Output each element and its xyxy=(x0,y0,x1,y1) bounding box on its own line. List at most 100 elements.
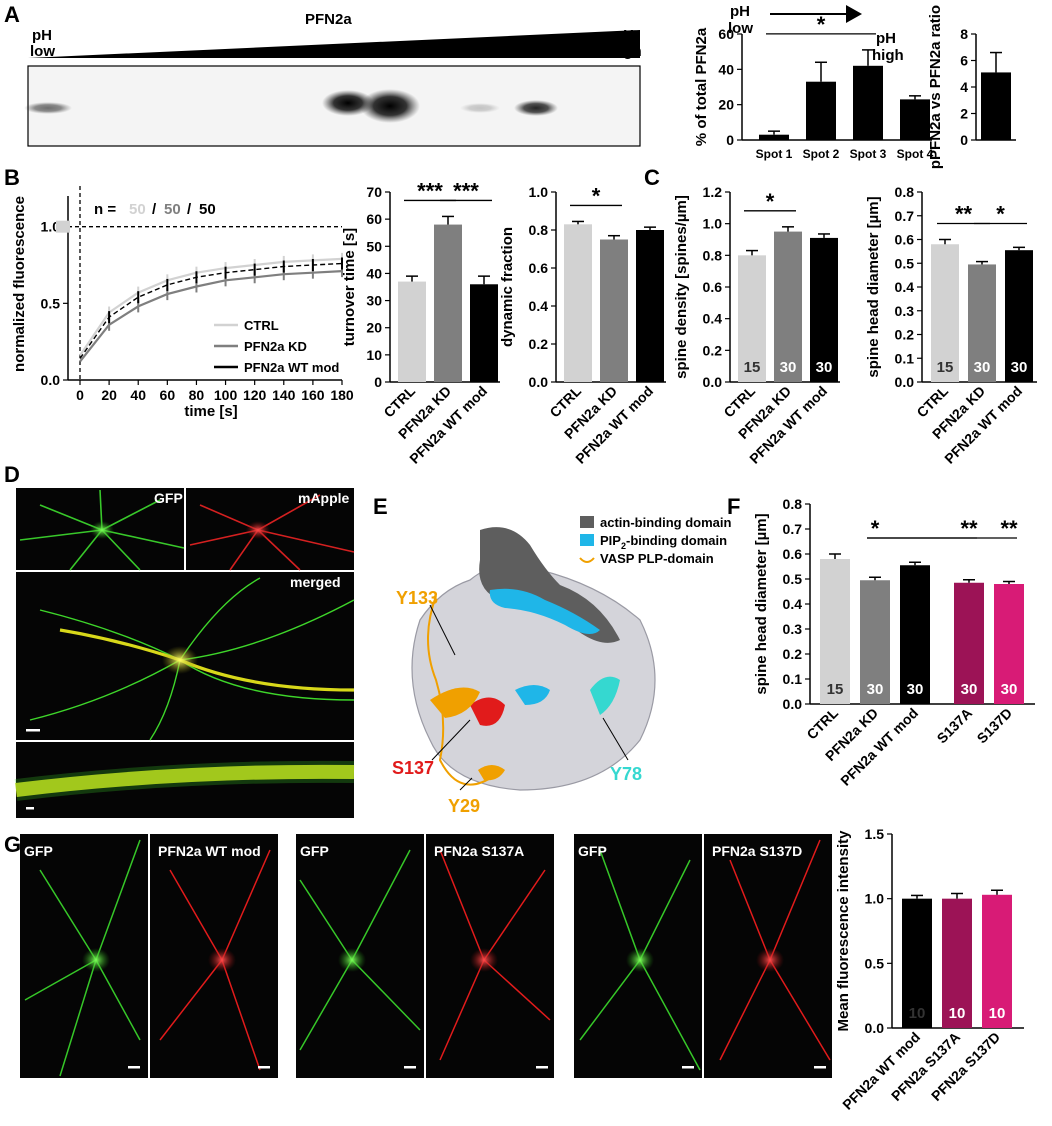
series-line xyxy=(79,262,343,359)
n-kd: 50 xyxy=(164,201,181,218)
ph-low-label-line2: low xyxy=(30,43,55,60)
e-label-s137: S137 xyxy=(392,758,434,778)
y-tick-label: 0.6 xyxy=(895,232,915,248)
y-tick-label: 60 xyxy=(718,26,734,42)
y-tick-label: 0.2 xyxy=(783,646,803,662)
y-tick-label: 0.6 xyxy=(783,546,803,562)
ph-arrow-head xyxy=(846,5,862,23)
e-y78-pointer xyxy=(602,717,629,761)
n-sep-1: / xyxy=(152,201,157,218)
d-scale-bar-small xyxy=(26,807,34,810)
bar xyxy=(994,584,1024,704)
y-tick-label: 0.2 xyxy=(703,342,723,358)
x-tick-label: 80 xyxy=(189,387,205,403)
arrow-ph-low-line1: pH xyxy=(730,3,750,20)
y-tick-label: 1.0 xyxy=(865,891,885,907)
bar xyxy=(860,580,890,704)
y-tick-label: 60 xyxy=(366,211,382,227)
bar-n-label: 30 xyxy=(780,359,797,376)
x-tick-label: 140 xyxy=(272,387,296,403)
bar xyxy=(806,81,836,140)
g-label-gfp-3: GFP xyxy=(578,843,607,859)
bar xyxy=(398,281,426,382)
y-axis-label: % of total PFN2a xyxy=(693,27,710,146)
e-s137-pointer xyxy=(431,719,471,761)
y-tick-label: 0.0 xyxy=(703,374,723,390)
x-category-label: Spot 2 xyxy=(803,147,840,161)
y-tick-label: 4 xyxy=(960,79,968,95)
x-tick-label: 40 xyxy=(130,387,146,403)
panel-letter-d: D xyxy=(4,462,20,487)
e-pip2-domain-1 xyxy=(489,588,600,634)
g-scale-bar-4 xyxy=(536,1066,548,1069)
chart-a-ratio: 0 2 4 6 8 pPFN2a vs PFN2a ratio xyxy=(927,5,1016,169)
y-tick-label: 0.0 xyxy=(865,1020,885,1036)
bar xyxy=(954,582,984,704)
bar xyxy=(564,224,592,382)
g-label-gfp-2: GFP xyxy=(300,843,329,859)
bar-n-label: 30 xyxy=(1001,681,1018,698)
y-tick-label: 50 xyxy=(366,238,382,254)
y-tick-label: 20 xyxy=(718,97,734,113)
blot-spot-4 xyxy=(514,100,558,116)
y-tick-label: 0.8 xyxy=(783,496,803,512)
y-tick-label: 0.2 xyxy=(895,327,915,343)
panel-b-n-counts: n = 50 / 50 / 50 xyxy=(94,201,216,218)
bar-n-label: 10 xyxy=(909,1005,926,1022)
e-y29-patch xyxy=(478,765,505,781)
significance-stars: * xyxy=(817,12,826,37)
bar-n-label: 10 xyxy=(949,1005,966,1022)
e-s137-patch xyxy=(470,697,505,726)
y-tick-label: 0.0 xyxy=(895,374,915,390)
g-label-s137d: PFN2a S137D xyxy=(712,843,802,859)
blot-smear xyxy=(460,103,500,113)
significance-stars: * xyxy=(996,202,1005,227)
bar xyxy=(600,239,628,382)
bar xyxy=(434,224,462,382)
bar xyxy=(853,65,883,140)
x-category-label: S137D xyxy=(974,705,1016,747)
e-actin-domain xyxy=(479,527,620,643)
bar-n-label: 15 xyxy=(937,359,954,376)
y-tick-label: 0 xyxy=(960,132,968,148)
d-mapple-image xyxy=(186,488,354,570)
x-category-label: Spot 4 xyxy=(897,147,934,161)
bar xyxy=(470,284,498,382)
e-y133-pointer xyxy=(429,604,456,656)
e-label-y133: Y133 xyxy=(396,588,438,608)
y-tick-label: 0.5 xyxy=(41,295,61,311)
y-tick-label: 10 xyxy=(366,347,382,363)
g-label-wt: PFN2a WT mod xyxy=(158,843,261,859)
bar-n-label: 30 xyxy=(974,359,991,376)
bar-n-label: 30 xyxy=(907,681,924,698)
series-line xyxy=(79,270,343,363)
y-tick-label: 0.4 xyxy=(895,279,915,295)
protein-label: PFN2a xyxy=(305,11,352,28)
y-tick-label: 0.8 xyxy=(529,222,549,238)
significance-stars: *** xyxy=(453,178,479,203)
ph-low-label-line1: pH xyxy=(32,27,52,44)
panel-a-blot: pH low PFN2a pH high xyxy=(24,11,642,147)
panel-d-micrographs: GFP mApple merged xyxy=(14,488,355,818)
panel-letter-f: F xyxy=(727,494,740,519)
significance-stars: *** xyxy=(417,178,443,203)
y-tick-label: 0.4 xyxy=(783,596,803,612)
y-tick-label: 0 xyxy=(726,132,734,148)
n-ctrl: 50 xyxy=(129,201,146,218)
d-label-gfp: GFP xyxy=(154,490,183,506)
bar xyxy=(738,255,766,382)
y-tick-label: 0.1 xyxy=(895,350,915,366)
bar xyxy=(810,237,838,382)
y-tick-label: 0.0 xyxy=(783,696,803,712)
y-tick-label: 0.7 xyxy=(895,208,915,224)
e-pip2-domain-2 xyxy=(515,685,550,705)
ph-gradient-wedge xyxy=(28,30,640,58)
e-y78-patch xyxy=(590,676,620,715)
d-scale-bar-large xyxy=(26,729,40,732)
y-axis-label: spine head diameter [µm] xyxy=(865,196,882,377)
g-scale-bar-1 xyxy=(128,1066,140,1069)
y-axis-label: turnover time [s] xyxy=(341,228,358,346)
arrow-ph-high-line1: pH xyxy=(876,30,896,47)
y-tick-label: 6 xyxy=(960,53,968,69)
